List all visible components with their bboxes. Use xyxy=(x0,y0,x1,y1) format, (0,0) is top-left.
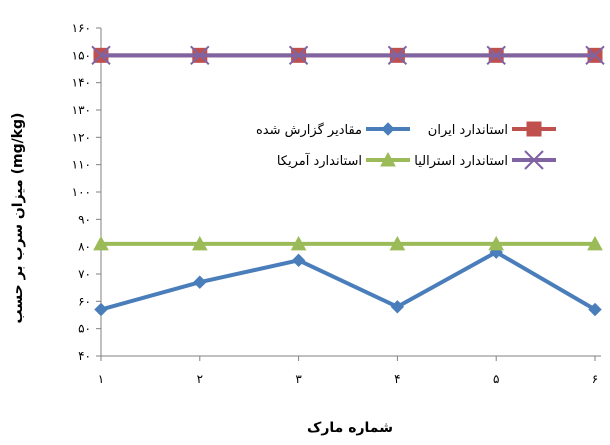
data-point xyxy=(390,300,405,314)
data-point xyxy=(193,275,207,289)
y-tick-label: ۱۳۰ xyxy=(72,103,91,117)
data-point xyxy=(486,45,506,66)
data-point xyxy=(587,235,603,251)
y-tick-label: ۱۶۰ xyxy=(72,21,91,35)
y-tick-label: ۱۵۰ xyxy=(72,48,91,62)
y-tick-label: ۷۰ xyxy=(78,267,91,281)
data-point xyxy=(288,45,309,66)
series-layer xyxy=(91,45,605,317)
marker-stroke xyxy=(585,45,605,66)
y-axis-title: میزان سرب بر حسب (mg/kg) xyxy=(10,113,26,324)
y-tick-label: ۱۲۰ xyxy=(72,130,91,144)
y-tick-labels: ۴۰ ۵۰ ۶۰ ۷۰ ۸۰ ۹۰ ۱۰۰ ۱۱۰ ۱۲۰ ۱۳۰ ۱۴۰ ۱۵۰ ۱۶۰ xyxy=(72,21,91,363)
x-tick-label: ۶ xyxy=(592,372,598,386)
legend-item-1: مقادیر گزارش شده xyxy=(256,122,410,138)
series-1 xyxy=(94,245,602,317)
marker-stroke xyxy=(190,45,210,66)
y-tick-label: ۵۰ xyxy=(78,322,91,336)
data-point xyxy=(488,235,505,251)
x-axis-title: شماره مارک xyxy=(307,420,393,436)
legend-label: استاندارد استرالیا xyxy=(414,154,508,169)
y-tick-label: ۱۱۰ xyxy=(72,158,91,172)
data-point xyxy=(291,253,306,268)
marker-stroke xyxy=(524,150,544,170)
data-point xyxy=(91,45,111,66)
data-point xyxy=(290,235,307,251)
marker-stroke xyxy=(91,45,111,66)
x-tick-labels: ۱ ۲ ۳ ۴ ۵ ۶ xyxy=(98,372,598,386)
data-point xyxy=(389,235,406,251)
axes xyxy=(96,27,601,361)
marker-stroke xyxy=(486,45,506,66)
series-3 xyxy=(93,235,603,251)
data-point xyxy=(191,235,208,251)
x-tick-label: ۱ xyxy=(98,372,104,386)
series-line xyxy=(100,250,597,312)
legend: مقادیر گزارش شده استاندارد ایران استاندارد… xyxy=(256,121,556,170)
y-tick-label: ۶۰ xyxy=(78,294,91,308)
series-4 xyxy=(91,45,605,66)
x-tick-label: ۲ xyxy=(197,372,203,386)
legend-swatch-marker xyxy=(524,150,544,170)
data-point xyxy=(93,235,109,251)
data-point xyxy=(190,45,210,66)
x-tick-label: ۵ xyxy=(493,372,499,386)
data-point xyxy=(94,302,108,317)
legend-item-2: استاندارد ایران xyxy=(428,121,556,138)
marker-stroke xyxy=(288,45,309,66)
legend-swatch-marker xyxy=(380,151,396,167)
legend-item-3: استاندارد آمریکا xyxy=(277,151,410,169)
y-tick-label: ۴۰ xyxy=(78,349,91,363)
data-point xyxy=(585,45,605,66)
x-tick-label: ۳ xyxy=(295,372,302,386)
legend-label: مقادیر گزارش شده xyxy=(256,122,362,138)
x-tick-label: ۴ xyxy=(394,372,400,386)
y-tick-label: ۱۰۰ xyxy=(72,185,91,199)
data-point xyxy=(588,302,602,317)
legend-swatch-marker xyxy=(526,121,542,137)
legend-label: استاندارد آمریکا xyxy=(277,152,362,169)
y-tick-label: ۸۰ xyxy=(78,240,91,254)
legend-item-4: استاندارد استرالیا xyxy=(414,150,556,170)
marker-stroke xyxy=(387,45,408,66)
y-tick-label: ۱۴۰ xyxy=(72,76,91,90)
legend-label: استاندارد ایران xyxy=(428,123,508,138)
legend-swatch-marker xyxy=(381,122,395,136)
data-point xyxy=(387,45,408,66)
y-tick-label: ۹۰ xyxy=(78,212,91,226)
